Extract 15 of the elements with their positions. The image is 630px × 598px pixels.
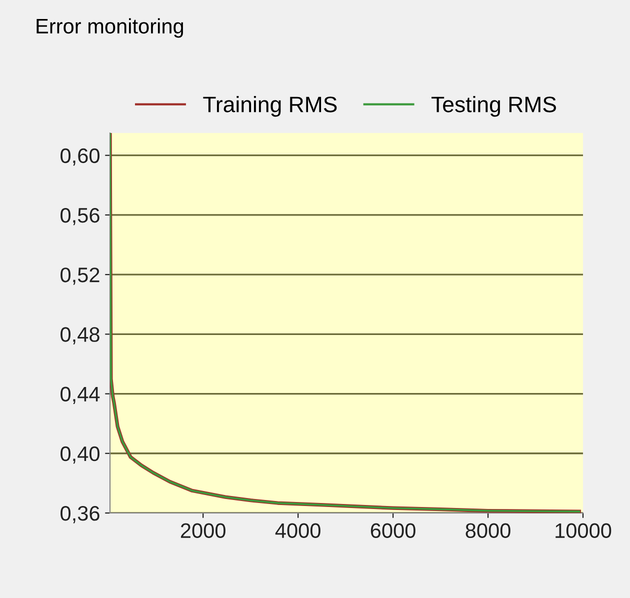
chart-title: Error monitoring <box>36 18 184 38</box>
y-tick-label: 0,44 <box>60 386 100 404</box>
x-tick-label: 4000 <box>275 523 320 538</box>
y-tick-label: 0,56 <box>60 208 100 226</box>
x-tick-label: 10000 <box>556 523 612 538</box>
legend-label: Testing RMS <box>432 96 556 117</box>
y-tick-label: 0,52 <box>60 268 100 285</box>
y-tick-label: 0,40 <box>60 446 100 464</box>
y-tick-label: 0,36 <box>60 506 100 524</box>
y-tick-label: 0,48 <box>60 327 100 344</box>
x-tick-label: 2000 <box>180 523 226 538</box>
y-tick-label: 0,60 <box>60 148 100 166</box>
legend-label: Training RMS <box>203 96 337 117</box>
x-tick-label: 8000 <box>466 523 510 538</box>
x-tick-label: 6000 <box>370 523 416 538</box>
